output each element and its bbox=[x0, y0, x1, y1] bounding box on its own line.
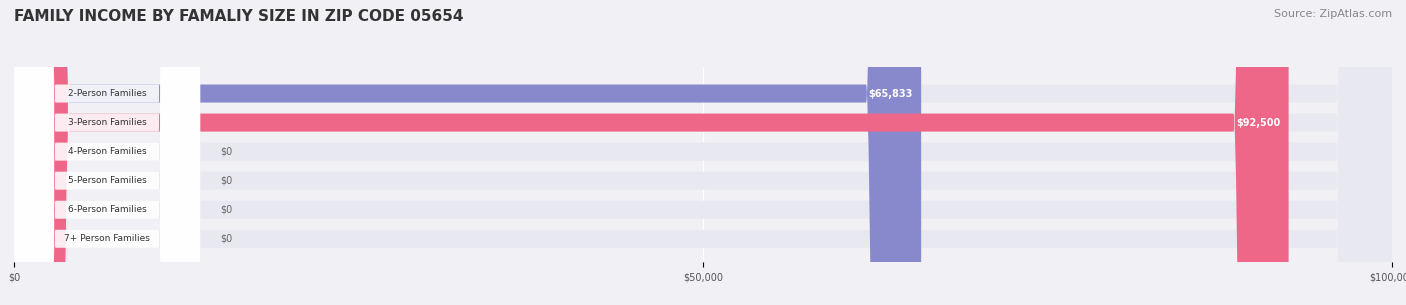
Text: 5-Person Families: 5-Person Families bbox=[67, 176, 146, 185]
FancyBboxPatch shape bbox=[14, 0, 921, 305]
FancyBboxPatch shape bbox=[14, 0, 1392, 305]
FancyBboxPatch shape bbox=[14, 0, 200, 305]
FancyBboxPatch shape bbox=[14, 0, 200, 305]
Text: 4-Person Families: 4-Person Families bbox=[67, 147, 146, 156]
FancyBboxPatch shape bbox=[14, 0, 200, 305]
FancyBboxPatch shape bbox=[14, 0, 200, 305]
Text: $0: $0 bbox=[221, 234, 233, 244]
FancyBboxPatch shape bbox=[14, 0, 200, 305]
FancyBboxPatch shape bbox=[14, 0, 200, 305]
FancyBboxPatch shape bbox=[14, 0, 1392, 305]
Text: $0: $0 bbox=[221, 205, 233, 215]
Text: $92,500: $92,500 bbox=[1236, 118, 1281, 127]
FancyBboxPatch shape bbox=[14, 0, 1392, 305]
FancyBboxPatch shape bbox=[14, 0, 1392, 305]
Text: Source: ZipAtlas.com: Source: ZipAtlas.com bbox=[1274, 9, 1392, 19]
FancyBboxPatch shape bbox=[14, 0, 1392, 305]
Text: $0: $0 bbox=[221, 147, 233, 157]
Text: $65,833: $65,833 bbox=[869, 88, 912, 99]
Text: 2-Person Families: 2-Person Families bbox=[67, 89, 146, 98]
FancyBboxPatch shape bbox=[14, 0, 1289, 305]
Text: $0: $0 bbox=[221, 176, 233, 186]
FancyBboxPatch shape bbox=[14, 0, 1392, 305]
Text: FAMILY INCOME BY FAMALIY SIZE IN ZIP CODE 05654: FAMILY INCOME BY FAMALIY SIZE IN ZIP COD… bbox=[14, 9, 464, 24]
Text: 7+ Person Families: 7+ Person Families bbox=[65, 234, 150, 243]
Text: 6-Person Families: 6-Person Families bbox=[67, 205, 146, 214]
Text: 3-Person Families: 3-Person Families bbox=[67, 118, 146, 127]
